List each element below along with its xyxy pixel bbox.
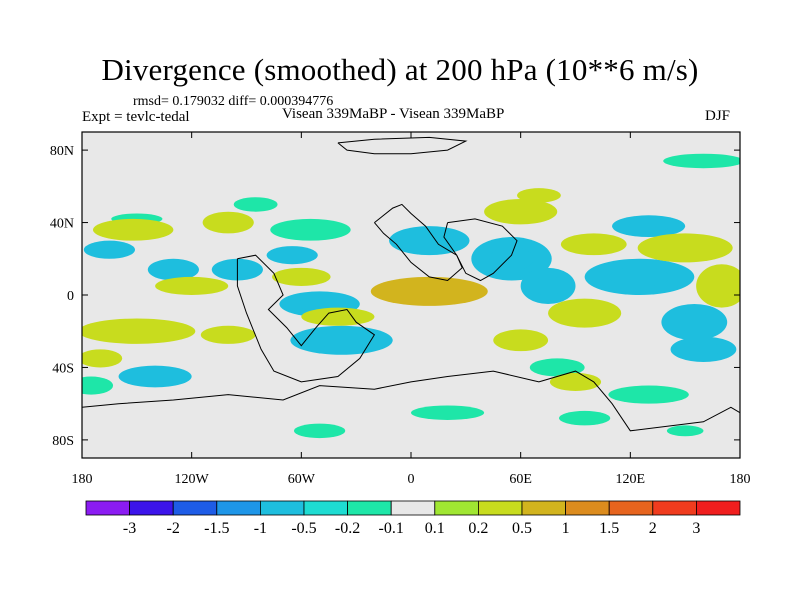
coastline-0 xyxy=(337,136,468,155)
y-tick-label-2: 0 xyxy=(67,289,74,304)
y-tick-label-1: 40N xyxy=(50,217,74,232)
colorbar-box-2 xyxy=(172,500,218,516)
colorbar-label-8: 0.2 xyxy=(468,520,489,537)
field-region-3 xyxy=(270,218,351,241)
field-region-core-4 xyxy=(95,244,124,255)
colorbar-box-3 xyxy=(216,500,261,516)
x-tick-label-5: 120E xyxy=(616,472,646,487)
colorbar-label-12: 2 xyxy=(648,520,657,537)
rmsd-label: rmsd= 0.179032 xyxy=(133,94,225,109)
colorbar-label-11: 1.5 xyxy=(599,520,620,537)
colorbar-box-5 xyxy=(303,500,348,516)
x-tick-label-6: 180 xyxy=(730,472,751,487)
field-region-25 xyxy=(517,188,561,203)
field-region-20 xyxy=(82,376,114,395)
chart-title: Divergence (smoothed) at 200 hPa (10**6 … xyxy=(101,52,699,87)
colorbar-box-14 xyxy=(696,500,741,516)
field-region-31 xyxy=(155,276,229,296)
field-region-1 xyxy=(233,197,278,212)
colorbar-label-10: 1 xyxy=(561,520,570,537)
field-region-23 xyxy=(559,410,611,426)
colorbar-label-7: 0.1 xyxy=(424,520,445,537)
colorbar-box-10 xyxy=(521,500,566,516)
colorbar-label-5: -0.2 xyxy=(334,520,361,537)
field-region-34 xyxy=(696,264,740,308)
field-region-29 xyxy=(637,233,733,263)
field-region-core-15 xyxy=(628,220,669,233)
field-region-24 xyxy=(666,425,704,437)
colorbar-box-9 xyxy=(477,500,523,516)
colorbar-box-1 xyxy=(129,500,174,516)
colorbar-box-11 xyxy=(565,500,610,516)
field-region-core-16 xyxy=(676,312,713,333)
coastlines xyxy=(82,136,740,432)
field-region-0 xyxy=(663,153,740,169)
field-region-core-5 xyxy=(159,263,188,276)
field-region-19 xyxy=(608,385,689,404)
field-region-41 xyxy=(82,349,123,368)
colorbar-box-4 xyxy=(259,500,305,516)
colorbar-label-9: 0.5 xyxy=(512,520,532,537)
field-region-28 xyxy=(92,218,174,241)
x-tick-label-1: 120W xyxy=(175,472,210,487)
divergence-field xyxy=(82,153,740,439)
colorbar-label-13: 3 xyxy=(692,520,701,537)
coastline-3 xyxy=(236,254,376,383)
colorbar-boxes xyxy=(85,500,741,516)
colorbar-box-7 xyxy=(390,500,436,516)
field-region-27 xyxy=(202,211,254,234)
field-region-33 xyxy=(272,267,331,286)
field-region-21 xyxy=(411,405,485,420)
field-region-35 xyxy=(548,298,622,328)
stats-line: rmsd= 0.179032 diff= 0.000394776 xyxy=(133,94,333,110)
runs-label: Visean 339MaBP - Visean 339MaBP xyxy=(282,106,505,122)
field-region-core-17 xyxy=(685,342,722,357)
colorbar-label-4: -0.5 xyxy=(291,520,317,537)
season-label: DJF xyxy=(705,108,731,124)
y-tick-label-4: 80S xyxy=(52,434,74,449)
field-region-30 xyxy=(560,233,627,256)
field-region-core-10 xyxy=(135,370,176,383)
colorbar-box-8 xyxy=(434,500,479,516)
colorbar-label-2: -1.5 xyxy=(204,520,230,537)
coastline-4 xyxy=(82,370,740,432)
diff-label: diff= 0.000394776 xyxy=(228,94,334,109)
x-tick-label-2: 60W xyxy=(288,472,316,487)
colorbar-label-6: -0.1 xyxy=(378,520,404,537)
field-region-39 xyxy=(493,329,549,352)
x-tick-label-3: 0 xyxy=(408,472,415,487)
x-tick-label-0: 180 xyxy=(72,472,93,487)
field-region-core-12 xyxy=(489,246,534,271)
field-region-core-9 xyxy=(313,332,370,349)
field-region-core-32 xyxy=(397,283,462,300)
field-region-40 xyxy=(549,372,602,391)
field-region-38 xyxy=(301,307,375,326)
field-region-core-7 xyxy=(278,250,307,261)
field-region-22 xyxy=(294,423,346,439)
axis-ticks: 180 120W 60W 0 60E 120E 180 80N 40N 0 40S 80S xyxy=(50,132,751,487)
field-region-core-14 xyxy=(609,266,670,287)
coastline-2 xyxy=(443,218,518,282)
field-region-core-8 xyxy=(297,297,342,312)
colorbar-label-3: -1 xyxy=(253,520,268,537)
field-region-core-13 xyxy=(533,275,564,296)
field-region-36 xyxy=(82,318,196,344)
field-region-37 xyxy=(200,325,256,344)
y-tick-label-3: 40S xyxy=(52,361,74,376)
y-tick-label-0: 80N xyxy=(50,144,74,159)
colorbar-label-1: -2 xyxy=(166,520,180,537)
experiment-label: Expt = tevlc-tedal xyxy=(82,109,190,125)
x-tick-label-4: 60E xyxy=(509,472,532,487)
colorbar-box-6 xyxy=(347,500,392,516)
field-region-core-11 xyxy=(407,232,452,249)
colorbar-box-0 xyxy=(85,500,130,516)
colorbar-box-13 xyxy=(652,500,697,516)
colorbar-label-0: -3 xyxy=(122,520,137,537)
field-region-26 xyxy=(484,199,558,225)
colorbar-box-12 xyxy=(608,500,654,516)
